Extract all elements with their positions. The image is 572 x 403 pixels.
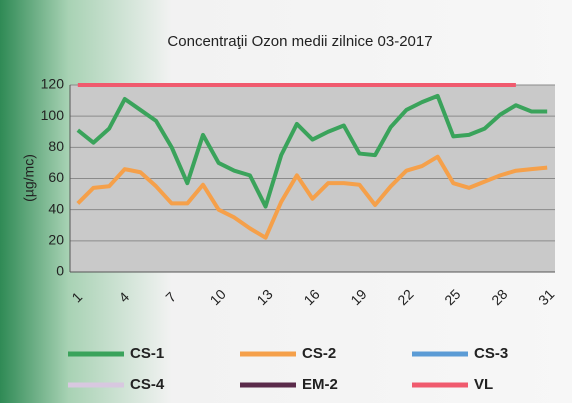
chart-title: Concentraţii Ozon medii zilnice 03-2017 — [167, 33, 432, 50]
y-tick-label: 60 — [48, 169, 64, 185]
y-tick-label: 40 — [48, 200, 64, 216]
legend-label: VL — [474, 376, 493, 393]
legend-label: CS-1 — [130, 345, 164, 362]
legend-label: EM-2 — [302, 376, 338, 393]
series-line — [76, 154, 548, 240]
y-tick-label: 20 — [48, 232, 64, 248]
y-tick-label: 100 — [41, 107, 65, 123]
y-axis-label: (µg/mc) — [21, 154, 37, 202]
legend-label: CS-4 — [130, 376, 165, 393]
y-tick-label: 0 — [56, 263, 64, 279]
y-tick-label: 120 — [41, 76, 65, 92]
y-tick-label: 80 — [48, 138, 64, 154]
series-line — [76, 93, 548, 209]
legend-label: CS-2 — [302, 345, 336, 362]
legend-label: CS-3 — [474, 345, 508, 362]
